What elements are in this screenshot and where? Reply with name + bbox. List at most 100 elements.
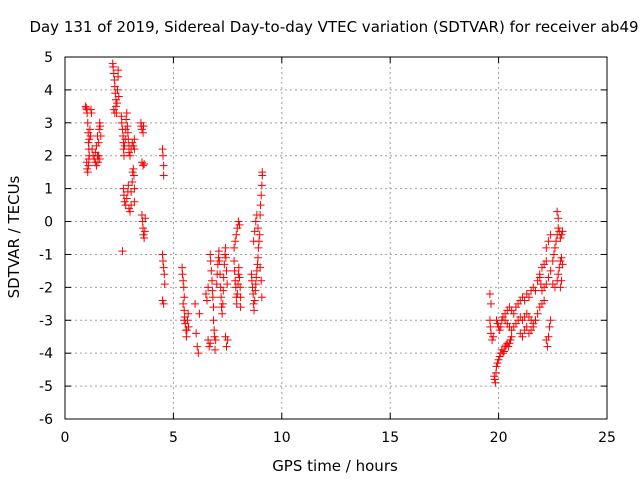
data-point — [211, 345, 220, 354]
data-point — [219, 286, 228, 295]
data-point — [233, 289, 242, 298]
data-point — [544, 332, 553, 341]
data-point — [160, 280, 169, 289]
data-point — [109, 105, 118, 114]
x-tick-label: 5 — [169, 430, 178, 446]
data-point — [223, 280, 232, 289]
data-point — [122, 115, 131, 124]
data-point — [256, 201, 265, 210]
data-point — [252, 266, 261, 275]
data-point — [493, 319, 502, 328]
data-point — [556, 283, 565, 292]
data-point — [247, 276, 256, 285]
data-point — [252, 210, 261, 219]
data-point — [554, 270, 563, 279]
data-point — [206, 257, 215, 266]
x-tick-label: 0 — [61, 430, 70, 446]
data-point — [524, 293, 533, 302]
data-point — [207, 276, 216, 285]
data-point — [96, 122, 105, 131]
data-point — [234, 263, 243, 272]
x-tick-label: 10 — [273, 430, 291, 446]
data-point — [495, 326, 504, 335]
data-point — [221, 253, 230, 262]
data-point — [258, 168, 267, 177]
data-point — [137, 210, 146, 219]
y-tick-label: -3 — [39, 313, 53, 329]
data-point — [487, 299, 496, 308]
data-point — [203, 296, 212, 305]
data-point — [81, 102, 90, 111]
data-point — [222, 342, 231, 351]
data-point — [85, 135, 94, 144]
data-point — [139, 161, 148, 170]
data-point — [113, 85, 122, 94]
data-point — [159, 299, 168, 308]
data-point — [114, 66, 123, 75]
data-point — [249, 237, 258, 246]
data-point — [128, 178, 137, 187]
data-point — [554, 224, 563, 233]
data-point — [209, 316, 218, 325]
data-point — [230, 243, 239, 252]
data-point — [251, 217, 260, 226]
data-point — [257, 181, 266, 190]
data-point — [509, 309, 518, 318]
data-point — [492, 362, 501, 371]
data-point — [254, 243, 263, 252]
data-point — [193, 342, 202, 351]
data-point — [222, 266, 231, 275]
data-point — [546, 266, 555, 275]
data-point — [122, 194, 131, 203]
data-point — [496, 322, 505, 331]
data-point — [109, 69, 118, 78]
data-point — [558, 260, 567, 269]
data-point — [250, 306, 259, 315]
x-tick-label: 15 — [381, 430, 399, 446]
data-point — [490, 375, 499, 384]
data-point — [129, 171, 138, 180]
data-point — [236, 303, 245, 312]
data-point — [555, 263, 564, 272]
x-tick-label: 25 — [598, 430, 616, 446]
data-point — [544, 273, 553, 282]
plot-frame — [64, 56, 608, 420]
data-point — [231, 237, 240, 246]
data-point — [548, 257, 557, 266]
data-point — [552, 237, 561, 246]
data-point — [109, 62, 118, 71]
data-point — [220, 260, 229, 269]
data-point — [139, 230, 148, 239]
data-point — [159, 171, 168, 180]
y-tick-label: -5 — [39, 379, 53, 395]
data-point — [182, 326, 191, 335]
data-point — [230, 266, 239, 275]
data-point — [549, 250, 558, 259]
data-point — [542, 243, 551, 252]
y-tick-label: -2 — [39, 280, 53, 296]
x-axis-label: GPS time / hours — [272, 457, 398, 475]
data-point — [194, 349, 203, 358]
chart-title: Day 131 of 2019, Sidereal Day-to-day VTE… — [29, 18, 638, 36]
data-point — [94, 151, 103, 160]
data-point — [140, 227, 149, 236]
data-point — [180, 316, 189, 325]
data-point — [558, 227, 567, 236]
data-point — [130, 197, 139, 206]
data-point — [128, 168, 137, 177]
data-point — [546, 316, 555, 325]
data-point — [518, 332, 527, 341]
x-tick-label: 20 — [490, 430, 508, 446]
data-point — [557, 276, 566, 285]
data-point — [91, 158, 100, 167]
data-point — [130, 184, 139, 193]
y-tick-label: 3 — [44, 116, 53, 132]
data-point — [540, 296, 549, 305]
data-point — [160, 270, 169, 279]
data-point — [505, 339, 514, 348]
data-point — [217, 303, 226, 312]
data-point — [488, 336, 497, 345]
data-point — [159, 263, 168, 272]
data-point — [217, 293, 226, 302]
